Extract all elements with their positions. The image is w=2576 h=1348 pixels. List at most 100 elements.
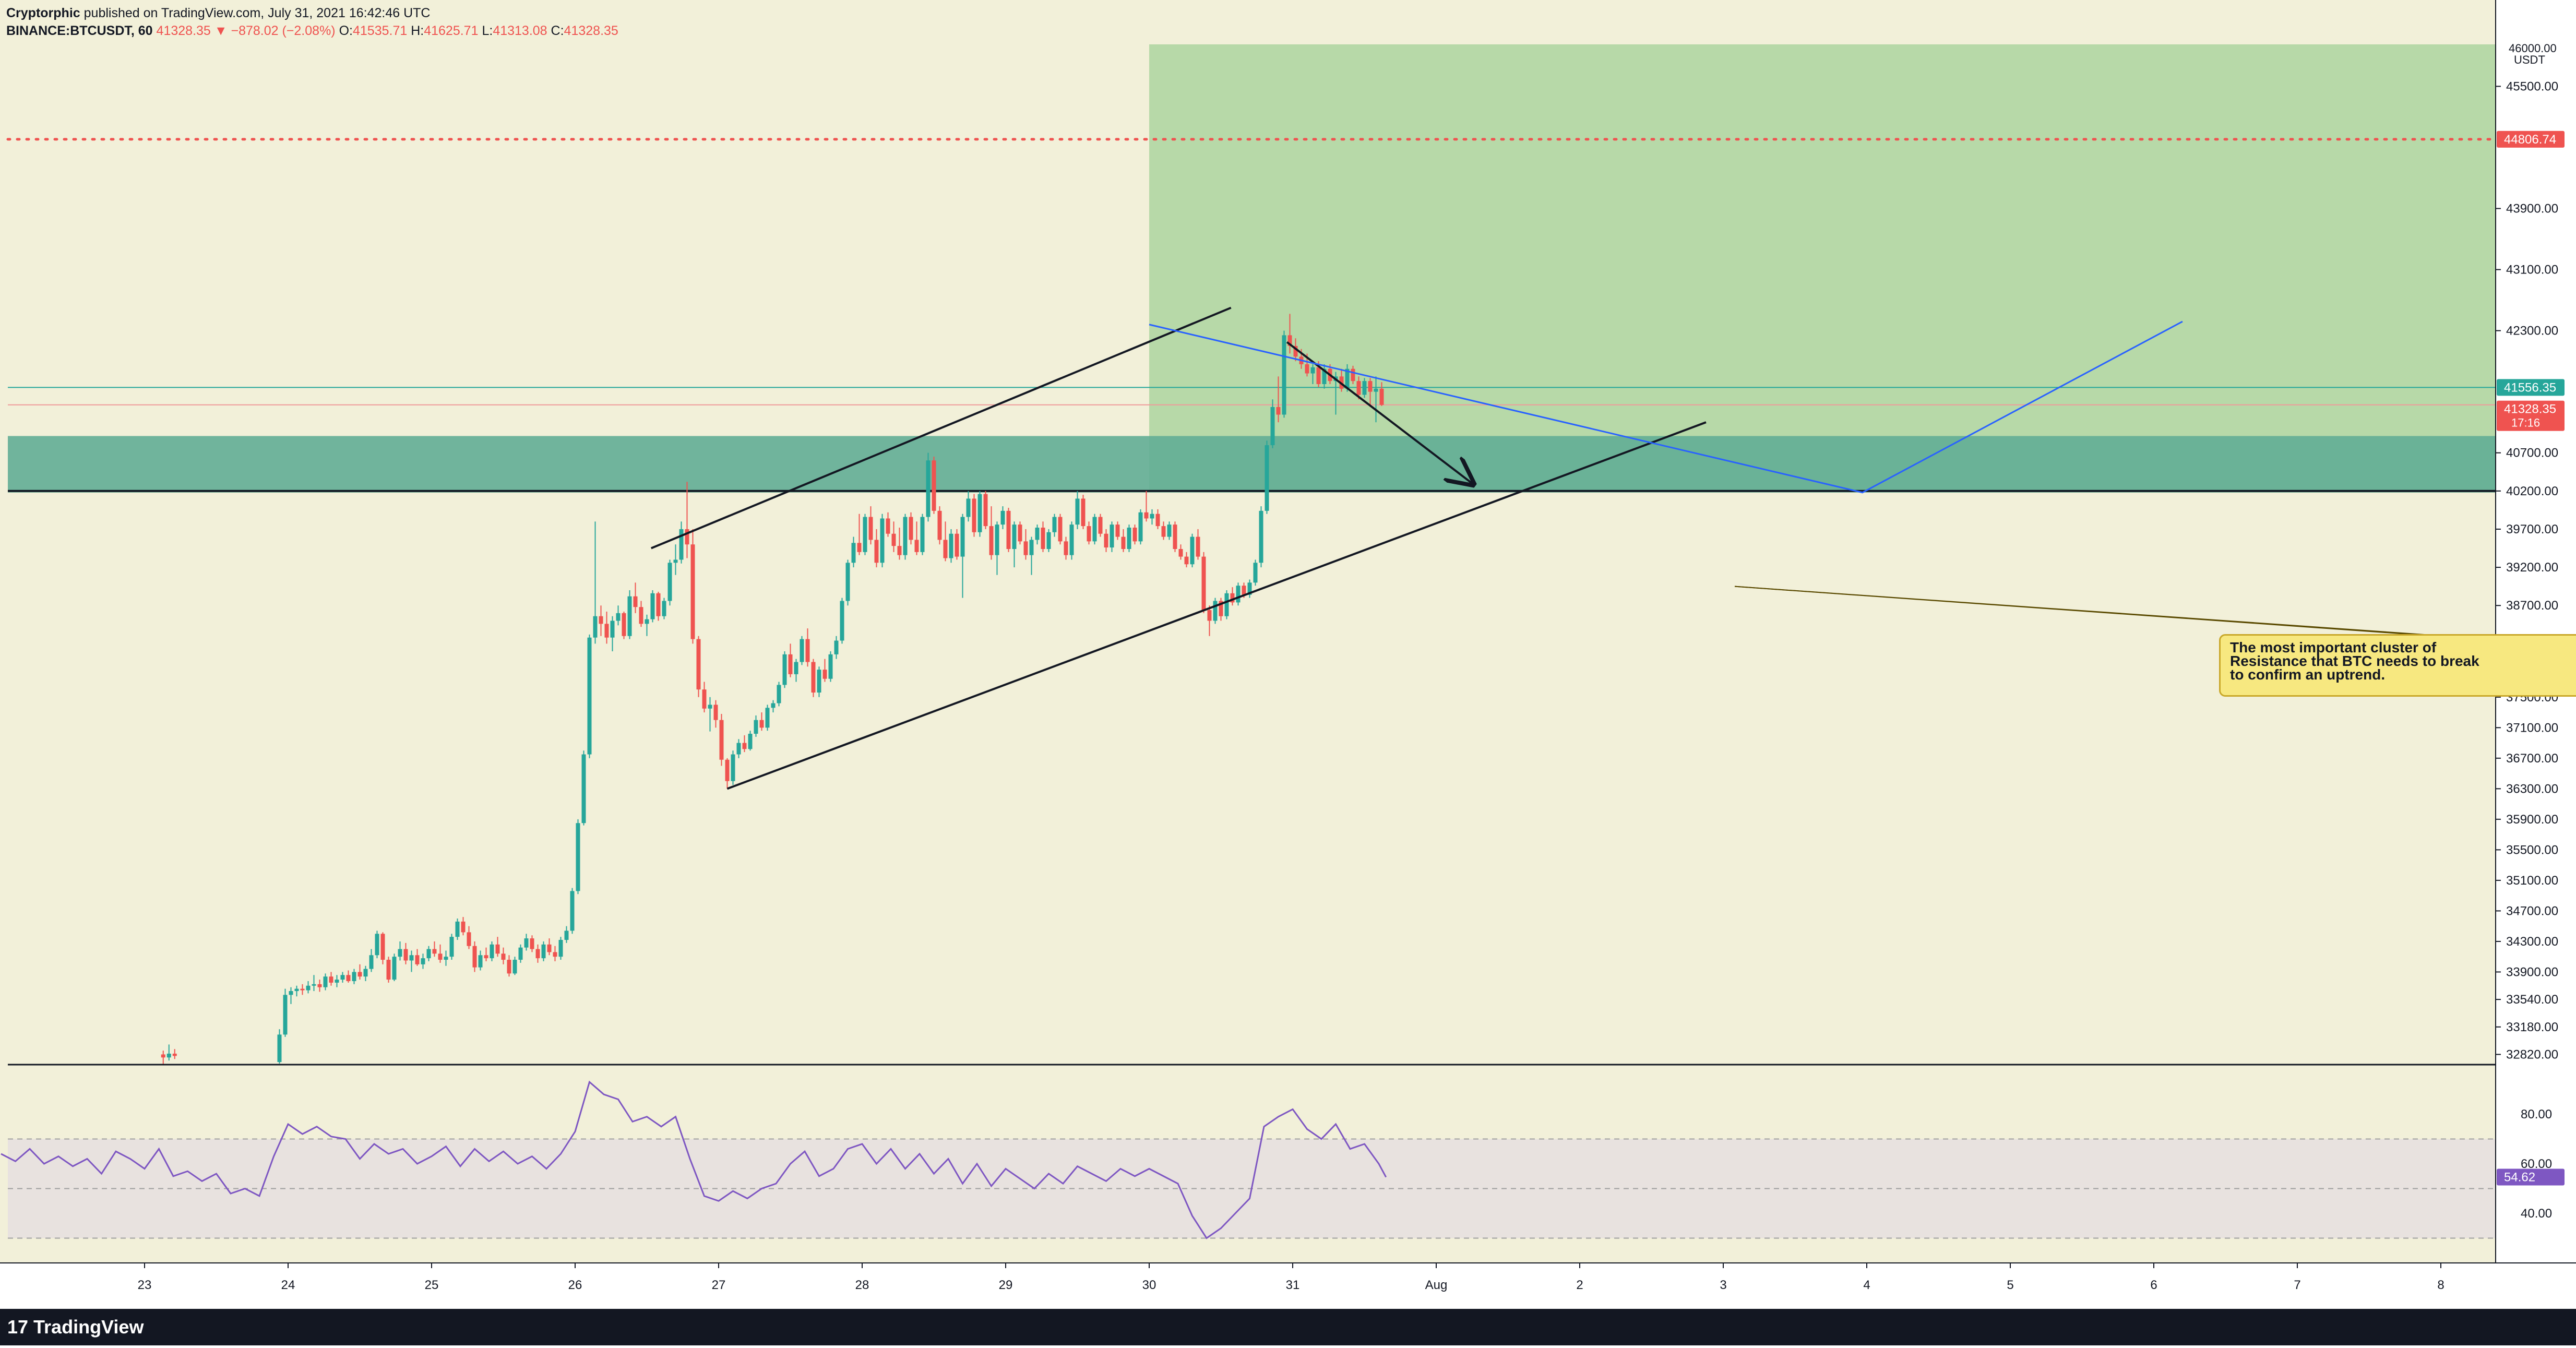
candle-body (857, 543, 862, 552)
date-tick-label: 27 (712, 1278, 726, 1292)
candle-body (1167, 524, 1172, 537)
candle-body (1230, 593, 1235, 603)
time-axis-panel (0, 1263, 2576, 1309)
candle-body (472, 946, 477, 968)
candle-body (943, 540, 948, 558)
candle-body (495, 944, 500, 954)
candle-body (708, 705, 712, 709)
candle-body (949, 533, 953, 558)
candle-body (172, 1053, 177, 1056)
candle-body (719, 720, 724, 760)
candle-body (581, 754, 586, 824)
candle-body (512, 960, 517, 974)
price-tick-label: 36300.00 (2506, 782, 2558, 796)
candle-body (449, 937, 454, 957)
high-label: H: (411, 23, 424, 38)
candle-body (432, 949, 437, 954)
candle-body (1012, 524, 1017, 549)
candle-body (1213, 601, 1218, 621)
candle-body (914, 540, 919, 552)
rsi-value-label-bg (2497, 1168, 2565, 1186)
symbol-name[interactable]: BINANCE:BTCUSDT, 60 (6, 23, 153, 38)
price-tick-label: 37100.00 (2506, 721, 2558, 735)
candle-body (507, 960, 511, 974)
candle-body (627, 596, 632, 636)
author-name[interactable]: Cryptorphic (6, 6, 80, 20)
candle-body (731, 754, 735, 781)
close-value: 41328.35 (564, 23, 618, 38)
date-tick-label: 5 (2007, 1278, 2013, 1292)
candle-body (800, 639, 804, 662)
chart-header: Cryptorphic published on TradingView.com… (6, 4, 618, 40)
candle-body (616, 613, 621, 621)
candle-body (690, 544, 695, 639)
candle-body (398, 949, 402, 957)
candle-body (455, 921, 460, 937)
candle-body (1196, 536, 1200, 557)
date-tick-label: 3 (1720, 1278, 1726, 1292)
candle-body (1046, 532, 1051, 549)
red-level-label-bg (2497, 130, 2565, 148)
price-tick-label: 43900.00 (2506, 202, 2558, 216)
candle-body (530, 938, 534, 949)
candle-body (863, 517, 867, 552)
brand-name: TradingView (33, 1316, 144, 1338)
date-tick-label: Aug (1425, 1278, 1448, 1292)
candle-body (771, 703, 776, 708)
callout-line-2: Resistance that BTC needs to break (2230, 653, 2479, 669)
candle-body (1104, 533, 1108, 548)
price-tick-label: 40200.00 (2506, 484, 2558, 498)
rsi-tick-label: 80.00 (2521, 1107, 2552, 1122)
candle-body (599, 616, 603, 624)
candle-body (363, 969, 368, 977)
candle-body (656, 593, 661, 616)
candle-body (1087, 526, 1091, 542)
candle-body (777, 685, 781, 703)
price-tick-label: 45500.00 (2506, 79, 2558, 93)
candle-body (650, 593, 655, 619)
candle-body (805, 639, 810, 662)
candle-body (765, 708, 770, 728)
candle-body (1282, 335, 1286, 415)
candle-body (467, 932, 471, 946)
candle-body (834, 640, 839, 654)
price-tick-label: 34300.00 (2506, 935, 2558, 949)
candle-body (610, 621, 615, 638)
tradingview-logo[interactable]: 17 TradingView (7, 1316, 144, 1338)
rsi-line (1, 1080, 1387, 1239)
candle-body (811, 662, 816, 693)
candle-body (161, 1054, 165, 1058)
candle-body (1293, 345, 1298, 357)
resistance-callout[interactable]: The most important cluster of Resistance… (2219, 634, 2576, 697)
candle-body (926, 460, 931, 517)
price-tick-label: 34700.00 (2506, 904, 2558, 918)
date-tick-label: 2 (1576, 1278, 1583, 1292)
candle-body (558, 940, 563, 957)
zones-layer (8, 44, 2496, 493)
candle-body (1173, 524, 1177, 549)
candle-body (1041, 528, 1045, 549)
candle-body (576, 823, 580, 891)
candle-body (1253, 563, 1258, 583)
price-tick-label: 40700.00 (2506, 446, 2558, 460)
candle-body (1138, 512, 1143, 542)
candle-body (518, 947, 523, 960)
channel-lower-line (726, 421, 1707, 790)
candle-body (782, 654, 787, 685)
candle-body (1201, 556, 1206, 611)
candle-body (1219, 601, 1223, 616)
candle-body (1092, 517, 1097, 542)
candle-body (736, 743, 741, 755)
bar-countdown: 17:16 (2511, 416, 2540, 430)
red-level-label: 44806.74 (2504, 133, 2556, 147)
rsi-tick-label: 40.00 (2521, 1207, 2552, 1221)
candle-body (748, 734, 753, 749)
candle-body (541, 944, 546, 959)
candle-body (438, 953, 443, 960)
candle-body (1115, 524, 1120, 537)
candle-body (679, 529, 684, 560)
channel-upper-line (650, 306, 1232, 550)
candle-body (989, 526, 994, 555)
